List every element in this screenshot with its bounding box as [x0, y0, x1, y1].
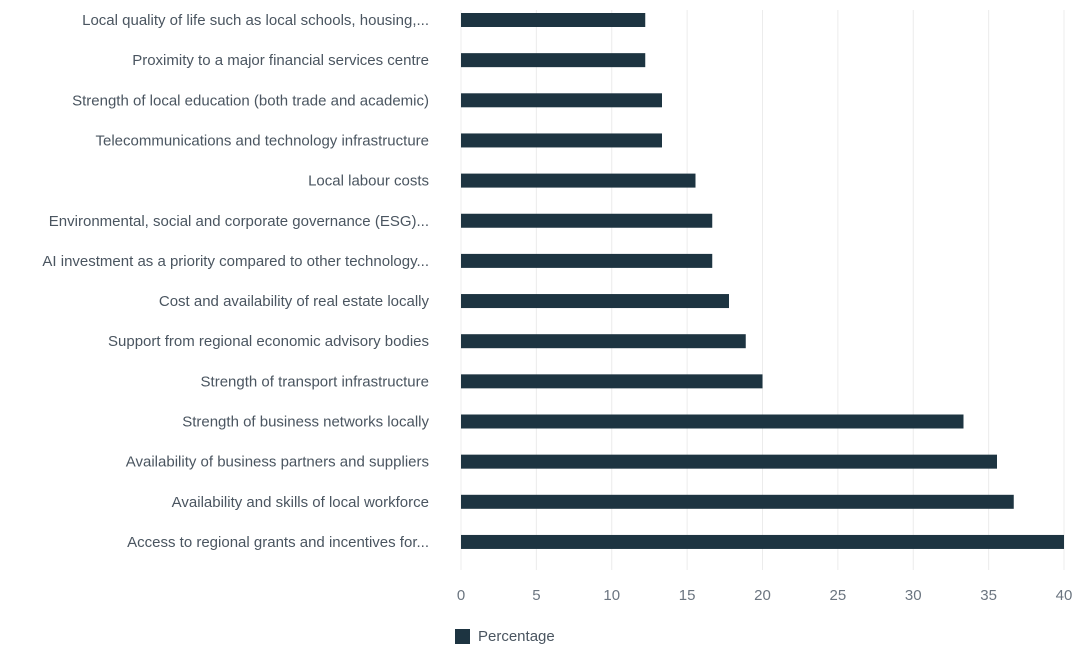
- bar: [461, 334, 746, 349]
- x-tick-label: 15: [679, 587, 696, 604]
- category-label: Local quality of life such as local scho…: [82, 12, 429, 29]
- category-label: Proximity to a major financial services …: [132, 52, 429, 69]
- category-label: Environmental, social and corporate gove…: [49, 213, 429, 230]
- x-tick-label: 35: [980, 587, 997, 604]
- bar-chart: Local quality of life such as local scho…: [42, 10, 1073, 604]
- bar: [461, 294, 729, 309]
- category-labels: Local quality of life such as local scho…: [42, 12, 429, 551]
- category-label: Telecommunications and technology infras…: [95, 132, 429, 149]
- category-label: Availability and skills of local workfor…: [172, 494, 429, 511]
- legend-label: Percentage: [478, 628, 555, 645]
- bar: [461, 213, 713, 228]
- bar: [461, 93, 662, 108]
- bar: [461, 173, 696, 188]
- bar: [461, 133, 662, 148]
- bar: [461, 53, 646, 68]
- category-label: Support from regional economic advisory …: [108, 333, 429, 350]
- x-tick-label: 25: [830, 587, 847, 604]
- x-tick-label: 10: [603, 587, 620, 604]
- x-tick-label: 30: [905, 587, 922, 604]
- category-label: Strength of business networks locally: [182, 414, 429, 431]
- category-label: Strength of transport infrastructure: [201, 373, 429, 390]
- bars: [461, 13, 1064, 549]
- legend: Percentage: [455, 628, 555, 645]
- x-axis-tick-labels: 0 5 10 15 20 25 30 35 40: [457, 587, 1073, 604]
- bar: [461, 414, 964, 429]
- category-label: Access to regional grants and incentives…: [127, 534, 429, 551]
- category-label: Availability of business partners and su…: [126, 454, 429, 471]
- category-label: Strength of local education (both trade …: [72, 92, 429, 109]
- category-label: AI investment as a priority compared to …: [42, 253, 429, 270]
- x-tick-label: 20: [754, 587, 771, 604]
- category-label: Local labour costs: [308, 173, 429, 190]
- x-tick-label: 0: [457, 587, 465, 604]
- x-tick-label: 5: [532, 587, 540, 604]
- bar: [461, 454, 997, 469]
- category-label: Cost and availability of real estate loc…: [159, 293, 430, 310]
- bar: [461, 253, 713, 268]
- bar: [461, 494, 1014, 509]
- bar: [461, 534, 1064, 549]
- bar: [461, 374, 763, 389]
- bar: [461, 13, 646, 27]
- legend-swatch: [455, 629, 470, 644]
- x-tick-label: 40: [1056, 587, 1073, 604]
